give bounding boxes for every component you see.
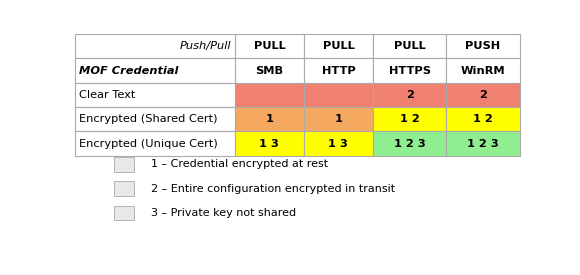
Text: 1 2: 1 2 <box>400 114 419 124</box>
FancyBboxPatch shape <box>373 83 447 107</box>
FancyBboxPatch shape <box>373 34 447 58</box>
Text: 2 – Entire configuration encrypted in transit: 2 – Entire configuration encrypted in tr… <box>151 184 396 194</box>
FancyBboxPatch shape <box>447 131 520 156</box>
FancyBboxPatch shape <box>304 83 373 107</box>
FancyBboxPatch shape <box>114 181 135 196</box>
Text: 1: 1 <box>335 114 342 124</box>
Text: PUSH: PUSH <box>466 41 501 51</box>
Text: 1 3: 1 3 <box>328 139 349 149</box>
FancyBboxPatch shape <box>114 157 135 172</box>
Text: PULL: PULL <box>253 41 285 51</box>
FancyBboxPatch shape <box>304 58 373 83</box>
Text: 1 2 3: 1 2 3 <box>467 139 499 149</box>
FancyBboxPatch shape <box>75 83 235 107</box>
FancyBboxPatch shape <box>75 34 235 58</box>
Text: Clear Text: Clear Text <box>79 90 136 100</box>
Text: MOF Credential: MOF Credential <box>79 65 179 76</box>
Text: HTTP: HTTP <box>321 65 356 76</box>
Text: 2: 2 <box>479 90 487 100</box>
Text: 1 3: 1 3 <box>259 139 280 149</box>
FancyBboxPatch shape <box>447 58 520 83</box>
FancyBboxPatch shape <box>447 107 520 131</box>
Text: 1 – Credential encrypted at rest: 1 – Credential encrypted at rest <box>151 159 328 169</box>
Text: PULL: PULL <box>394 41 426 51</box>
FancyBboxPatch shape <box>75 58 235 83</box>
FancyBboxPatch shape <box>235 58 304 83</box>
FancyBboxPatch shape <box>373 58 447 83</box>
Text: 2: 2 <box>405 90 414 100</box>
Text: 1 2 3: 1 2 3 <box>394 139 426 149</box>
Text: 3 – Private key not shared: 3 – Private key not shared <box>151 208 296 218</box>
FancyBboxPatch shape <box>114 206 135 220</box>
Text: 1 2: 1 2 <box>473 114 493 124</box>
FancyBboxPatch shape <box>304 34 373 58</box>
FancyBboxPatch shape <box>447 34 520 58</box>
Text: HTTPS: HTTPS <box>389 65 430 76</box>
Text: Encrypted (Unique Cert): Encrypted (Unique Cert) <box>79 139 218 149</box>
Text: SMB: SMB <box>255 65 284 76</box>
FancyBboxPatch shape <box>75 131 235 156</box>
Text: 1: 1 <box>266 114 273 124</box>
FancyBboxPatch shape <box>75 107 235 131</box>
FancyBboxPatch shape <box>235 107 304 131</box>
Text: PULL: PULL <box>322 41 354 51</box>
Text: WinRM: WinRM <box>461 65 505 76</box>
FancyBboxPatch shape <box>373 131 447 156</box>
FancyBboxPatch shape <box>373 107 447 131</box>
Text: Encrypted (Shared Cert): Encrypted (Shared Cert) <box>79 114 218 124</box>
FancyBboxPatch shape <box>447 83 520 107</box>
FancyBboxPatch shape <box>304 131 373 156</box>
FancyBboxPatch shape <box>235 34 304 58</box>
Text: Push/Pull: Push/Pull <box>180 41 231 51</box>
FancyBboxPatch shape <box>235 83 304 107</box>
FancyBboxPatch shape <box>304 107 373 131</box>
FancyBboxPatch shape <box>235 131 304 156</box>
